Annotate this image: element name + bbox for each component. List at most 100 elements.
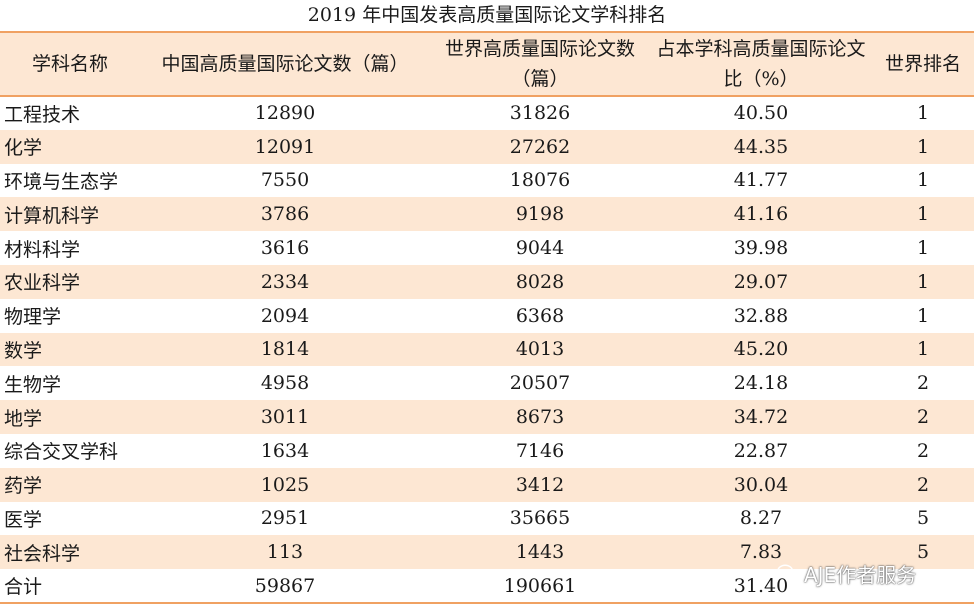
cell-world-rank: 5 <box>916 507 930 530</box>
header-world-rank: 世界排名 <box>884 53 961 75</box>
cell-subject: 药学 <box>4 475 43 498</box>
cell-world-rank: 1 <box>916 102 930 125</box>
cell-world-rank: 1 <box>916 135 930 158</box>
cell-world-papers: 6368 <box>515 304 565 327</box>
table-row: 计算机科学 3786 9198 41.16 1 <box>0 197 974 232</box>
cell-world-rank: 5 <box>916 541 930 564</box>
watermark: AJE作者服务 <box>776 558 916 588</box>
cell-world-papers: 190661 <box>503 574 577 597</box>
header-share: 占本学科高质量国际论文比（%） <box>656 38 866 90</box>
cell-world-rank: 2 <box>916 406 930 429</box>
table-row: 材料科学 3616 9044 39.98 1 <box>0 231 974 265</box>
wechat-icon <box>777 564 797 582</box>
total-row: 合计 59867 190661 31.40 <box>0 569 974 603</box>
cell-world-papers: 9198 <box>515 203 565 226</box>
cell-share: 41.77 <box>733 169 789 192</box>
cell-share: 40.50 <box>733 102 789 125</box>
cell-china-papers: 113 <box>266 541 304 564</box>
table-header: 学科名称 中国高质量国际论文数（篇） 世界高质量国际论文数（篇） 占本学科高质量… <box>0 32 974 96</box>
cell-china-papers: 2334 <box>260 270 310 293</box>
cell-china-papers: 2951 <box>260 507 310 530</box>
header-world-papers: 世界高质量国际论文数（篇） <box>444 38 635 90</box>
cell-share: 34.72 <box>733 406 789 429</box>
table-row: 物理学 2094 6368 32.88 1 <box>0 299 974 333</box>
cell-subject: 物理学 <box>4 306 62 329</box>
cell-world-rank: 2 <box>916 439 930 462</box>
cell-world-rank: 1 <box>916 237 930 260</box>
cell-subject: 生物学 <box>4 373 62 396</box>
cell-subject: 综合交叉学科 <box>4 441 119 464</box>
table-row: 地学 3011 8673 34.72 2 <box>0 400 974 434</box>
header-row: 学科名称 中国高质量国际论文数（篇） 世界高质量国际论文数（篇） 占本学科高质量… <box>0 32 974 96</box>
cell-world-papers: 8028 <box>515 270 565 293</box>
cell-subject: 化学 <box>4 137 43 160</box>
cell-world-papers: 8673 <box>515 406 565 429</box>
table-row: 药学 1025 3412 30.04 2 <box>0 467 974 502</box>
cell-share: 31.40 <box>733 574 789 597</box>
cell-world-papers: 18076 <box>509 169 571 192</box>
cell-world-papers: 31826 <box>509 102 571 125</box>
cell-subject: 计算机科学 <box>4 204 100 227</box>
cell-share: 7.83 <box>739 541 783 564</box>
table-row: 生物学 4958 20507 24.18 2 <box>0 366 974 400</box>
cell-china-papers: 12091 <box>254 135 316 158</box>
cell-subject: 农业科学 <box>4 272 81 295</box>
cell-subject: 医学 <box>4 508 43 531</box>
table-row: 数学 1814 4013 45.20 1 <box>0 332 974 367</box>
cell-subject: 环境与生态学 <box>4 170 119 193</box>
table-body: 工程技术 12890 31826 40.50 1 化学 12091 27262 44.35 1 环境… <box>0 96 974 603</box>
cell-china-papers: 4958 <box>260 372 310 395</box>
cell-china-papers: 3011 <box>260 406 310 429</box>
header-china-papers: 中国高质量国际论文数（篇） <box>161 53 409 75</box>
table-row: 综合交叉学科 1634 7146 22.87 2 <box>0 434 974 468</box>
header-subject: 学科名称 <box>31 53 108 75</box>
cell-china-papers: 1814 <box>260 338 310 361</box>
cell-share: 39.98 <box>733 237 789 260</box>
cell-share: 29.07 <box>733 270 789 293</box>
cell-subject: 数学 <box>4 339 43 362</box>
cell-world-rank: 2 <box>916 372 930 395</box>
table-row: 化学 12091 27262 44.35 1 <box>0 129 974 164</box>
table-title: 2019 年中国发表高质量国际论文学科排名 <box>307 4 667 26</box>
table-row: 农业科学 2334 8028 29.07 1 <box>0 264 974 299</box>
cell-world-papers: 35665 <box>509 507 571 530</box>
cell-share: 30.04 <box>733 473 789 496</box>
cell-share: 45.20 <box>733 338 789 361</box>
table-row: 医学 2951 35665 8.27 5 <box>0 502 974 536</box>
cell-share: 8.27 <box>739 507 783 530</box>
cell-china-papers: 1634 <box>260 439 310 462</box>
cell-share: 32.88 <box>733 304 789 327</box>
table-row: 社会科学 113 1443 7.83 5 <box>0 535 974 570</box>
cell-world-papers: 7146 <box>515 439 565 462</box>
cell-world-papers: 9044 <box>515 237 565 260</box>
cell-world-rank: 1 <box>916 270 930 293</box>
cell-subject: 工程技术 <box>4 103 81 126</box>
table-row: 工程技术 12890 31826 40.50 1 <box>0 96 974 130</box>
cell-world-papers: 20507 <box>509 372 571 395</box>
cell-share: 22.87 <box>733 439 789 462</box>
cell-china-papers: 3786 <box>260 203 310 226</box>
cell-world-rank: 1 <box>916 304 930 327</box>
cell-subject: 合计 <box>4 576 43 599</box>
cell-share: 44.35 <box>733 135 789 158</box>
cell-china-papers: 2094 <box>260 304 310 327</box>
cell-china-papers: 3616 <box>260 237 310 260</box>
ranking-table: 学科名称 中国高质量国际论文数（篇） 世界高质量国际论文数（篇） 占本学科高质量… <box>0 31 974 604</box>
cell-world-papers: 3412 <box>515 473 565 496</box>
cell-world-papers: 1443 <box>515 541 565 564</box>
table-row: 环境与生态学 7550 18076 41.77 1 <box>0 164 974 198</box>
cell-world-rank: 1 <box>916 169 930 192</box>
cell-china-papers: 59867 <box>254 574 316 597</box>
cell-world-rank: 1 <box>916 203 930 226</box>
cell-china-papers: 7550 <box>260 169 310 192</box>
cell-world-rank: 1 <box>916 338 930 361</box>
cell-share: 24.18 <box>733 372 789 395</box>
cell-china-papers: 1025 <box>260 473 310 496</box>
cell-world-papers: 27262 <box>509 135 571 158</box>
watermark-text: AJE作者服务 <box>804 562 917 587</box>
cell-subject: 地学 <box>4 407 43 430</box>
cell-world-papers: 4013 <box>515 338 565 361</box>
cell-china-papers: 12890 <box>254 102 316 125</box>
cell-world-rank: 2 <box>916 473 930 496</box>
cell-subject: 社会科学 <box>4 542 81 565</box>
